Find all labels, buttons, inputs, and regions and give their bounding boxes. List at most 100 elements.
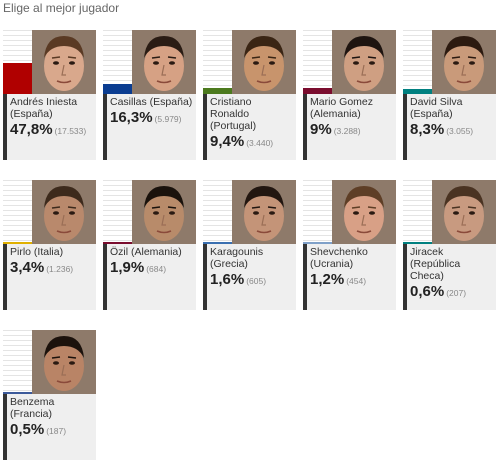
vote-bar-track — [3, 30, 34, 94]
player-info: Casillas (España) 16,3% (5.979) — [103, 94, 196, 160]
vote-bar-track — [3, 180, 34, 244]
vote-count: (3.440) — [246, 138, 274, 148]
player-card[interactable]: Jiracek (República Checa) 0,6% (207) — [403, 180, 496, 310]
face-icon — [132, 180, 196, 244]
player-card[interactable]: Casillas (España) 16,3% (5.979) — [103, 30, 196, 160]
player-card[interactable]: David Silva (España) 8,3% (3.055) — [403, 30, 496, 160]
face-icon — [32, 330, 96, 394]
vote-bar-track — [403, 180, 434, 244]
vote-bar — [3, 63, 34, 94]
player-card[interactable]: Benzema (Francia) 0,5% (187) — [3, 330, 96, 460]
player-card[interactable]: Andrés Iniesta (España) 47,8% (17.533) — [3, 30, 96, 160]
player-photo[interactable] — [32, 180, 96, 244]
face-icon — [332, 180, 396, 244]
vote-count: (684) — [146, 264, 167, 274]
player-photo[interactable] — [32, 30, 96, 94]
vote-bar-track — [203, 180, 234, 244]
result-line: 0,6% (207) — [410, 283, 493, 301]
vote-bar-track — [303, 30, 334, 94]
vote-count: (454) — [346, 276, 367, 286]
vote-count: (605) — [246, 276, 267, 286]
player-info: Pirlo (Italia) 3,4% (1.236) — [3, 244, 96, 310]
vote-bar-track — [3, 330, 34, 394]
poll-title: Elige al mejor jugador — [3, 1, 120, 15]
face-icon — [432, 30, 496, 94]
vote-bar — [403, 88, 434, 94]
result-line: 1,2% (454) — [310, 271, 393, 289]
vote-bar — [203, 87, 234, 94]
player-name: Casillas (España) — [110, 96, 193, 108]
vote-percent: 1,9% — [110, 259, 145, 276]
vote-percent: 8,3% — [410, 121, 445, 138]
vote-bar — [403, 242, 434, 244]
player-info: Jiracek (República Checa) 0,6% (207) — [403, 244, 496, 310]
player-photo[interactable] — [132, 180, 196, 244]
player-name: Shevchenko (Ucrania) — [310, 246, 368, 270]
player-card[interactable]: Mario Gomez (Alemania) 9% (3.288) — [303, 30, 396, 160]
player-name: Karagounis (Grecia) — [210, 246, 264, 270]
player-card[interactable]: Karagounis (Grecia) 1,6% (605) — [203, 180, 296, 310]
player-info: Mario Gomez (Alemania) 9% (3.288) — [303, 94, 396, 160]
player-card[interactable]: Cristiano Ronaldo (Portugal) 9,4% (3.440) — [203, 30, 296, 160]
result-line: 1,9% (684) — [110, 259, 193, 277]
result-line: 0,5% (187) — [10, 421, 93, 439]
result-line: 1,6% (605) — [210, 271, 293, 289]
face-icon — [232, 180, 296, 244]
face-icon — [132, 30, 196, 94]
vote-bar-track — [203, 30, 234, 94]
face-icon — [432, 180, 496, 244]
result-line: 16,3% (5.979) — [110, 109, 193, 127]
player-info: David Silva (España) 8,3% (3.055) — [403, 94, 496, 160]
result-line: 3,4% (1.236) — [10, 259, 93, 277]
face-icon — [32, 30, 96, 94]
player-photo[interactable] — [132, 30, 196, 94]
result-line: 8,3% (3.055) — [410, 121, 493, 139]
vote-percent: 3,4% — [10, 259, 45, 276]
vote-bar — [3, 241, 34, 244]
vote-percent: 9,4% — [210, 133, 245, 150]
vote-count: (1.236) — [46, 264, 74, 274]
vote-bar — [303, 88, 334, 94]
player-card[interactable]: Pirlo (Italia) 3,4% (1.236) — [3, 180, 96, 310]
player-name: Mario Gomez (Alemania) — [310, 96, 374, 120]
face-icon — [332, 30, 396, 94]
player-card[interactable]: Özil (Alemania) 1,9% (684) — [103, 180, 196, 310]
player-photo[interactable] — [432, 180, 496, 244]
vote-bar — [3, 392, 34, 394]
vote-bar-track — [103, 30, 134, 94]
player-info: Karagounis (Grecia) 1,6% (605) — [203, 244, 296, 310]
vote-count: (3.288) — [333, 126, 361, 136]
vote-percent: 47,8% — [10, 121, 53, 138]
player-photo[interactable] — [332, 30, 396, 94]
player-name: Jiracek (República Checa) — [410, 246, 461, 282]
player-photo[interactable] — [232, 30, 296, 94]
result-line: 9,4% (3.440) — [210, 133, 293, 151]
player-photo[interactable] — [332, 180, 396, 244]
vote-bar-track — [303, 180, 334, 244]
player-photo[interactable] — [232, 180, 296, 244]
result-line: 47,8% (17.533) — [10, 121, 93, 139]
vote-bar — [103, 242, 134, 244]
face-icon — [32, 180, 96, 244]
vote-bar — [303, 242, 334, 244]
player-name: Cristiano Ronaldo (Portugal) — [210, 96, 257, 132]
vote-bar-track — [103, 180, 134, 244]
player-card[interactable]: Shevchenko (Ucrania) 1,2% (454) — [303, 180, 396, 310]
result-line: 9% (3.288) — [310, 121, 393, 139]
player-photo[interactable] — [432, 30, 496, 94]
vote-count: (207) — [446, 288, 467, 298]
player-photo[interactable] — [32, 330, 96, 394]
player-name: David Silva (España) — [410, 96, 463, 120]
vote-percent: 1,2% — [310, 271, 345, 288]
player-name: Özil (Alemania) — [110, 246, 182, 258]
vote-percent: 9% — [310, 121, 332, 138]
player-info: Özil (Alemania) 1,9% (684) — [103, 244, 196, 310]
player-info: Andrés Iniesta (España) 47,8% (17.533) — [3, 94, 96, 160]
vote-percent: 1,6% — [210, 271, 245, 288]
face-icon — [232, 30, 296, 94]
player-info: Shevchenko (Ucrania) 1,2% (454) — [303, 244, 396, 310]
player-name: Pirlo (Italia) — [10, 246, 64, 258]
vote-percent: 16,3% — [110, 109, 153, 126]
vote-bar-track — [403, 30, 434, 94]
